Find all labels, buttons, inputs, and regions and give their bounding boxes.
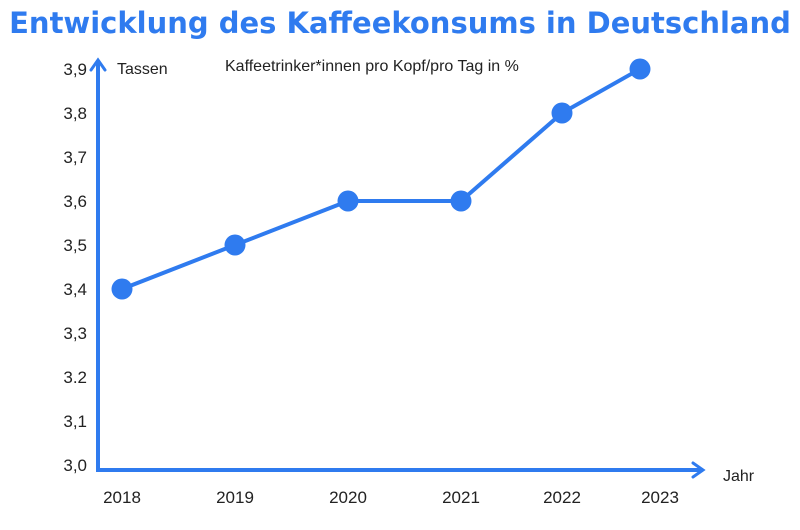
series-line [121,67,641,291]
y-tick-label: 3,6 [63,192,87,211]
data-point [111,278,133,300]
y-tick-label: 3,1 [63,412,87,431]
y-tick-label: 3,7 [63,148,87,167]
chart-subtitle: Kaffeetrinker*innen pro Kopf/pro Tag in … [225,58,519,75]
y-tick-label: 3,4 [63,280,87,299]
x-axis-label: Jahr [723,468,755,485]
x-tick-label: 2019 [216,488,254,507]
data-point [337,190,359,212]
y-tick-label: 3.2 [63,368,87,387]
x-axis-arrow [691,461,706,479]
x-tick-label: 2023 [641,488,679,507]
y-axis-label: Tassen [117,61,168,78]
data-point [450,190,472,212]
y-axis-arrow [89,57,107,72]
data-point [551,102,573,124]
y-tick-label: 3,0 [63,456,87,475]
y-tick-label: 3,9 [63,60,87,79]
y-tick-label: 3,3 [63,324,87,343]
x-tick-label: 2021 [442,488,480,507]
x-tick-label: 2018 [103,488,141,507]
x-tick-label: 2022 [543,488,581,507]
y-tick-label: 3,8 [63,104,87,123]
data-point [629,58,651,80]
y-tick-label: 3,5 [63,236,87,255]
data-point [224,234,246,256]
x-tick-label: 2020 [329,488,367,507]
chart-title: Entwicklung des Kaffeekonsums in Deutsch… [9,6,791,40]
